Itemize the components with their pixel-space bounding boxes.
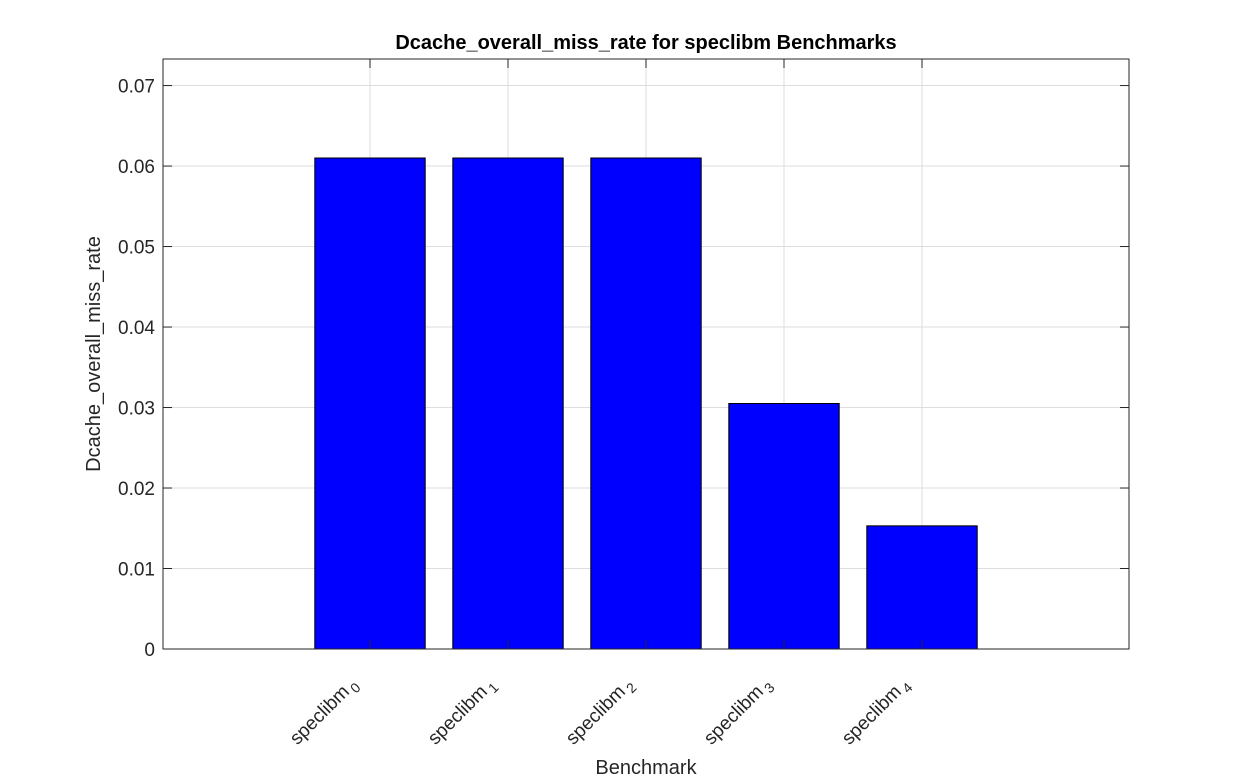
y-tick-label: 0 <box>144 640 155 661</box>
ticks <box>163 59 1129 650</box>
bar-speclibm-2 <box>590 157 702 650</box>
bar-speclibm-4 <box>866 525 978 650</box>
bar-speclibm-3 <box>728 403 840 650</box>
y-tick-label: 0.06 <box>118 157 155 178</box>
y-tick-labels: 0 0.01 0.02 0.03 0.04 0.05 0.06 0.07 <box>118 77 155 661</box>
y-tick-label: 0.04 <box>118 318 155 339</box>
y-tick-label: 0.01 <box>118 560 155 581</box>
y-axis-label: Dcache_overall_miss_rate <box>83 236 105 472</box>
chart-title: Dcache_overall_miss_rate for speclibm Be… <box>395 32 896 54</box>
bars <box>314 157 978 650</box>
y-tick-label: 0.02 <box>118 479 155 500</box>
bar-speclibm-0 <box>314 157 426 650</box>
x-axis-label: Benchmark <box>595 757 697 779</box>
y-tick-label: 0.07 <box>118 77 155 98</box>
y-tick-label: 0.05 <box>118 238 155 259</box>
y-tick-label: 0.03 <box>118 399 155 420</box>
bar-speclibm-1 <box>452 157 564 650</box>
